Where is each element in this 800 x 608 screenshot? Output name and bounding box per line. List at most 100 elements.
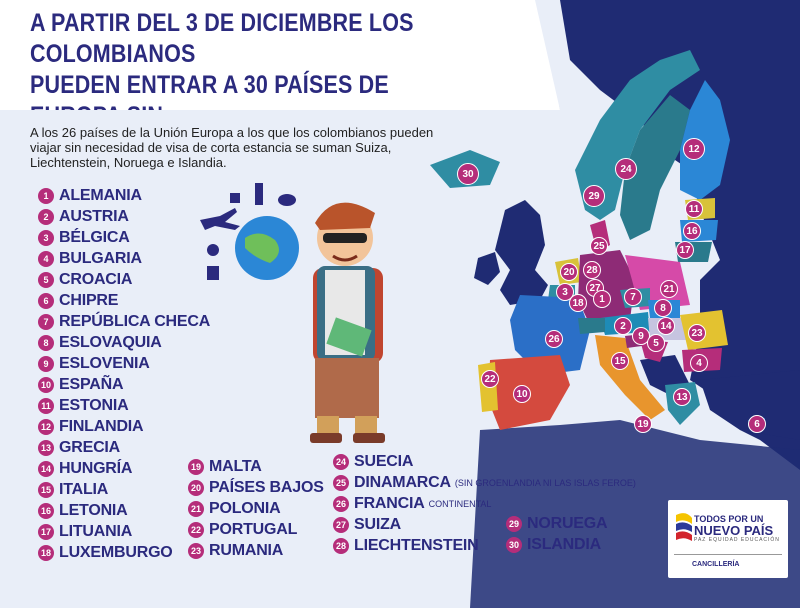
- country-item: 17 LITUANIA: [38, 521, 210, 542]
- country-item: 22 PORTUGAL: [188, 519, 324, 540]
- country-list-col-3: 24 SUECIA 25 DINAMARCA (SIN GROENLANDIA NI L…: [333, 451, 636, 556]
- country-number-badge: 29: [506, 515, 522, 532]
- title-banner: A PARTIR DEL 3 DE DICIEMBRE LOS COLOMBIA…: [0, 0, 560, 110]
- country-number-badge: 30: [506, 536, 522, 553]
- country-number-badge: 18: [38, 544, 54, 561]
- intro-text: A los 26 países de la Unión Europa a los…: [30, 125, 434, 170]
- map-pin: 3: [556, 283, 574, 301]
- country-name: MALTA: [209, 457, 262, 475]
- country-name: FRANCIA: [354, 494, 425, 512]
- country-item: 1 ALEMANIA: [38, 185, 210, 206]
- country-name: SUIZA: [354, 515, 402, 533]
- country-number-badge: 7: [38, 313, 54, 330]
- country-number-badge: 21: [188, 500, 204, 517]
- country-name: ITALIA: [59, 480, 109, 498]
- map-land-uk: [495, 200, 548, 305]
- country-name: LETONIA: [59, 501, 128, 519]
- map-pin: 10: [513, 385, 531, 403]
- country-item: 30 ISLANDIA: [506, 534, 607, 555]
- country-name: PAÍSES BAJOS: [209, 478, 324, 496]
- country-item: 29 NORUEGA: [506, 513, 608, 534]
- map-sweden: [620, 95, 690, 240]
- country-number-badge: 20: [188, 479, 204, 496]
- country-item: 9 ESLOVENIA: [38, 353, 210, 374]
- country-item: 27 SUIZA: [333, 514, 636, 535]
- country-name: SUECIA: [354, 452, 414, 470]
- country-number-badge: 25: [333, 474, 349, 491]
- map-land-ireland: [474, 252, 500, 285]
- paper-map: [326, 317, 372, 357]
- logo-divider: [674, 554, 782, 555]
- country-number-badge: 13: [38, 439, 54, 456]
- country-number-badge: 24: [333, 453, 349, 470]
- country-number-badge: 10: [38, 376, 54, 393]
- map-pin: 19: [634, 415, 652, 433]
- map-norway: [575, 50, 700, 220]
- country-name: BÉLGICA: [59, 228, 130, 246]
- country-item: 26 FRANCIA CONTINENTAL: [333, 493, 636, 514]
- country-item: 11 ESTONIA: [38, 395, 210, 416]
- country-name: BULGARIA: [59, 249, 142, 267]
- country-name: ISLANDIA: [527, 535, 601, 553]
- traveler-illustration: [200, 183, 385, 443]
- phone-icon: [207, 266, 219, 280]
- map-pin: 6: [748, 415, 766, 433]
- country-name: PORTUGAL: [209, 520, 298, 538]
- country-item: 10 ESPAÑA: [38, 374, 210, 395]
- map-switzerland: [578, 318, 605, 334]
- country-item: 16 LETONIA: [38, 500, 210, 521]
- map-pin: 22: [481, 370, 499, 388]
- country-number-badge: 27: [333, 516, 349, 533]
- map-pin: 1: [593, 290, 611, 308]
- map-pin: 17: [676, 241, 694, 259]
- map-pin: 16: [683, 222, 701, 240]
- map-pin: 4: [690, 354, 708, 372]
- country-item: 7 REPÚBLICA CHECA: [38, 311, 210, 332]
- country-name: NORUEGA: [527, 514, 608, 532]
- country-number-badge: 6: [38, 292, 54, 309]
- map-pin: 28: [583, 261, 601, 279]
- country-number-badge: 15: [38, 481, 54, 498]
- country-name: REPÚBLICA CHECA: [59, 312, 211, 330]
- country-name: ESLOVENIA: [59, 354, 150, 372]
- country-name: AUSTRIA: [59, 207, 129, 225]
- logo-line-2: NUEVO PAÍS: [694, 523, 774, 538]
- country-item: 8 ESLOVAQUIA: [38, 332, 210, 353]
- country-item: 6 CHIPRE: [38, 290, 210, 311]
- country-name: GRECIA: [59, 438, 121, 456]
- map-pin: 30: [457, 163, 479, 185]
- country-item: 21 POLONIA: [188, 498, 324, 519]
- country-name: LIECHTENSTEIN: [354, 536, 479, 554]
- map-pin: 18: [569, 294, 587, 312]
- map-pin: 13: [673, 388, 691, 406]
- country-item: 3 BÉLGICA: [38, 227, 210, 248]
- logo-title: TODOS POR UN NUEVO PAÍS: [694, 514, 774, 538]
- country-name: ESLOVAQUIA: [59, 333, 162, 351]
- country-item: 24 SUECIA: [333, 451, 636, 472]
- country-number-badge: 19: [188, 458, 204, 475]
- country-item: 13 GRECIA: [38, 437, 210, 458]
- country-number-badge: 12: [38, 418, 54, 435]
- logo-tagline: PAZ EQUIDAD EDUCACIÓN: [694, 537, 780, 543]
- map-land-other: [560, 0, 800, 470]
- monument-icon: [255, 183, 263, 205]
- country-note: (SIN GROENLANDIA NI LAS ISLAS FEROE): [454, 477, 636, 488]
- country-name: HUNGRÍA: [59, 459, 133, 477]
- country-number-badge: 17: [38, 523, 54, 540]
- country-item: 23 RUMANIA: [188, 540, 324, 561]
- country-item: 12 FINLANDIA: [38, 416, 210, 437]
- country-item: 15 ITALIA: [38, 479, 210, 500]
- country-number-badge: 8: [38, 334, 54, 351]
- map-pin: 29: [583, 185, 605, 207]
- country-name: RUMANIA: [209, 541, 284, 559]
- page-title: A PARTIR DEL 3 DE DICIEMBRE LOS COLOMBIA…: [30, 9, 432, 161]
- country-number-badge: 22: [188, 521, 204, 538]
- map-pin: 25: [590, 237, 608, 255]
- country-item: 19 MALTA: [188, 456, 324, 477]
- country-number-badge: 1: [38, 187, 54, 204]
- country-name: FINLANDIA: [59, 417, 144, 435]
- country-name: CROACIA: [59, 270, 133, 288]
- map-land-turkey: [700, 370, 800, 440]
- flag-logo-icon: [676, 513, 692, 541]
- country-list-col-1: 1 ALEMANIA 2 AUSTRIA 3 BÉLGICA 4 BULGARIA 5 CROAC…: [38, 185, 210, 563]
